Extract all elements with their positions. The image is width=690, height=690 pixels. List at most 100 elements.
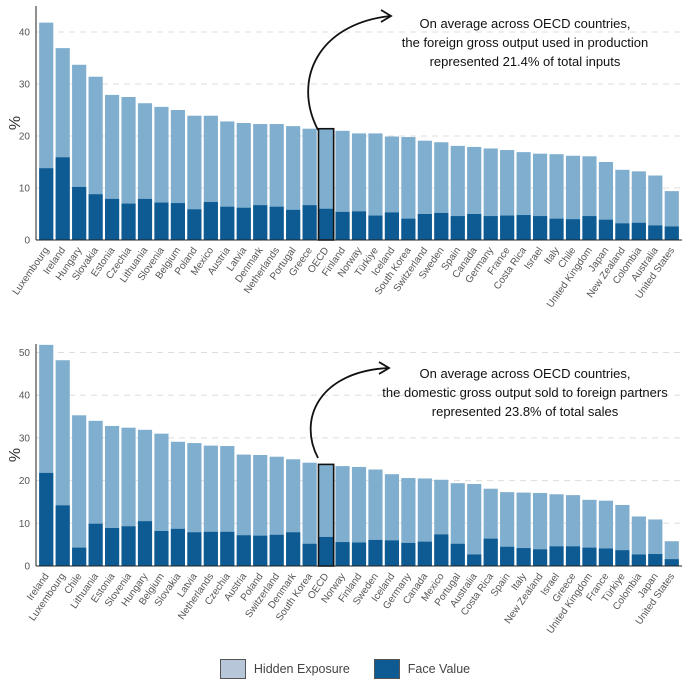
bar-face-value [384, 540, 400, 566]
bar-face-value [565, 546, 581, 566]
bar-face-value [384, 212, 400, 240]
bar-face-value [417, 541, 432, 566]
bar-face-value [121, 203, 136, 240]
bar-face-value [664, 226, 679, 240]
y-tick-label: 40 [19, 28, 31, 39]
legend-label-face: Face Value [407, 662, 471, 676]
bar-face-value [450, 543, 465, 566]
legend-swatch-face-icon [373, 659, 400, 679]
bar-face-value [401, 542, 416, 566]
bar-face-value [203, 531, 218, 566]
bar-face-value [302, 543, 317, 566]
bar-face-value [286, 209, 301, 240]
bar-face-value [187, 532, 202, 566]
bar-face-value [500, 215, 515, 240]
y-tick-label: 50 [19, 348, 31, 359]
bar-face-value [417, 214, 432, 240]
arrow-head-icon [378, 361, 391, 375]
bar-hidden-exposure [565, 155, 581, 240]
bar-face-value [88, 523, 103, 566]
y-tick-label: 10 [19, 184, 31, 195]
bar-face-value [351, 542, 367, 566]
y-tick-label: 0 [24, 236, 30, 247]
bar-face-value [203, 202, 218, 240]
bar-face-value [236, 535, 251, 566]
bar-face-value [220, 531, 235, 566]
bar-hidden-exposure [532, 492, 548, 566]
bar-face-value [664, 559, 679, 566]
bar-face-value [137, 198, 153, 240]
y-tick-label: 10 [19, 519, 31, 530]
bar-face-value [631, 222, 646, 240]
bar-face-value [318, 208, 334, 240]
bar-face-value [88, 194, 103, 240]
bar-face-value [615, 550, 630, 566]
bar-face-value [170, 528, 186, 566]
annotation-text: On average across OECD countries, [420, 16, 631, 31]
bar-face-value [104, 528, 120, 566]
bar-face-value [434, 534, 449, 566]
bar-face-value [368, 215, 383, 240]
bar-hidden-exposure [368, 133, 383, 240]
arrow-head-icon [380, 9, 393, 23]
bar-face-value [582, 547, 597, 566]
bar-face-value [39, 472, 54, 566]
annotation-text: represented 21.4% of total inputs [430, 54, 621, 69]
bar-hidden-exposure [401, 137, 416, 240]
bar-face-value [72, 186, 87, 240]
bar-face-value [154, 530, 169, 566]
bar-face-value [450, 216, 465, 240]
annotation-text: the domestic gross output sold to foreig… [382, 385, 668, 400]
bar-hidden-exposure [335, 466, 350, 566]
bar-hidden-exposure [549, 154, 564, 240]
bar-face-value [598, 219, 614, 240]
y-tick-label: 20 [19, 476, 31, 487]
bar-face-value [335, 542, 350, 566]
bar-face-value [253, 535, 268, 566]
bar-hidden-exposure [615, 169, 630, 240]
annotation-arrow [309, 367, 389, 459]
y-tick-label: 40 [19, 391, 31, 402]
bar-face-value [253, 205, 268, 240]
bar-face-value [434, 212, 449, 240]
bar-hidden-exposure [648, 175, 663, 240]
bar-face-value [121, 526, 136, 566]
bar-face-value [516, 215, 531, 240]
bar-face-value [302, 205, 317, 240]
bar-face-value [549, 218, 564, 240]
legend: Hidden Exposure Face Value [0, 654, 690, 684]
bar-face-value [55, 505, 70, 566]
annotation-text: represented 23.8% of total sales [432, 404, 619, 419]
annotation-text: On average across OECD countries, [420, 366, 631, 381]
chart-1: 010203040%LuxembourgIrelandHungarySlovak… [7, 6, 682, 310]
bar-hidden-exposure [72, 415, 87, 566]
y-axis-label: % [7, 116, 24, 130]
bar-face-value [582, 216, 597, 240]
y-tick-label: 0 [24, 562, 30, 573]
bar-face-value [532, 549, 548, 566]
bar-face-value [154, 202, 169, 240]
chart-2: 01020304050%IrelandLuxembourgChileLithua… [7, 344, 682, 636]
bar-face-value [516, 548, 531, 566]
bar-face-value [401, 218, 416, 240]
bar-face-value [467, 554, 482, 566]
bar-face-value [335, 211, 350, 240]
bar-hidden-exposure [516, 492, 531, 566]
bar-face-value [269, 206, 284, 240]
y-axis-label: % [7, 448, 24, 462]
bar-face-value [565, 219, 581, 240]
bar-face-value [532, 216, 548, 240]
bar-face-value [615, 223, 630, 240]
bar-hidden-exposure [302, 462, 317, 566]
bar-face-value [236, 207, 251, 240]
bar-face-value [368, 539, 383, 566]
bar-hidden-exposure [631, 516, 646, 566]
bar-face-value [351, 211, 367, 240]
bar-face-value [55, 157, 70, 240]
bar-face-value [483, 216, 498, 240]
bar-face-value [72, 547, 87, 566]
x-tick-label: Israel [522, 245, 545, 271]
bar-face-value [104, 198, 120, 240]
annotation-text: the foreign gross output used in product… [402, 35, 648, 50]
